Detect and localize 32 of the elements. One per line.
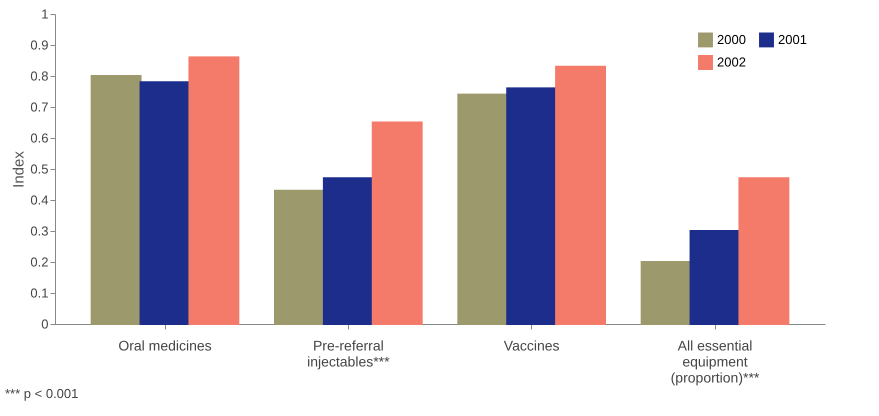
bar bbox=[690, 230, 740, 325]
bar bbox=[140, 81, 190, 325]
y-axis-title: Index bbox=[10, 150, 28, 188]
y-tick-label: 0.8 bbox=[30, 68, 48, 84]
bar bbox=[188, 56, 240, 325]
y-tick-label: 0.2 bbox=[30, 254, 48, 270]
legend-label: 2002 bbox=[717, 54, 746, 70]
text: *** p < 0.001 bbox=[5, 386, 78, 401]
bar bbox=[90, 75, 142, 325]
y-tick-label: 0.6 bbox=[30, 130, 48, 146]
x-tick-label: Pre-referral injectables*** bbox=[307, 338, 390, 370]
x-tick-label: Vaccines bbox=[504, 338, 560, 354]
bar bbox=[274, 190, 325, 325]
y-tick-label: 1 bbox=[41, 6, 48, 22]
y-tick-label: 0.3 bbox=[30, 224, 48, 238]
bar bbox=[506, 87, 558, 325]
bar bbox=[555, 66, 606, 325]
y-tick-label: 0.9 bbox=[30, 38, 48, 52]
x-tick-label: All essential equipment (proportion)*** bbox=[670, 338, 760, 386]
legend-label: 2001 bbox=[778, 32, 807, 47]
y-tick-label: 0 bbox=[41, 316, 48, 332]
y-tick-label: 0.4 bbox=[30, 192, 48, 208]
bar bbox=[738, 177, 790, 325]
bar bbox=[640, 261, 692, 325]
y-tick-label: 0.5 bbox=[30, 162, 48, 176]
x-tick-label: Oral medicines bbox=[118, 338, 212, 354]
y-tick-label: 0.1 bbox=[30, 286, 48, 300]
bar bbox=[457, 94, 508, 325]
legend-label: 2000 bbox=[717, 32, 746, 47]
y-tick-label: 0.7 bbox=[30, 100, 48, 114]
bar bbox=[322, 177, 374, 325]
bar bbox=[372, 122, 423, 325]
